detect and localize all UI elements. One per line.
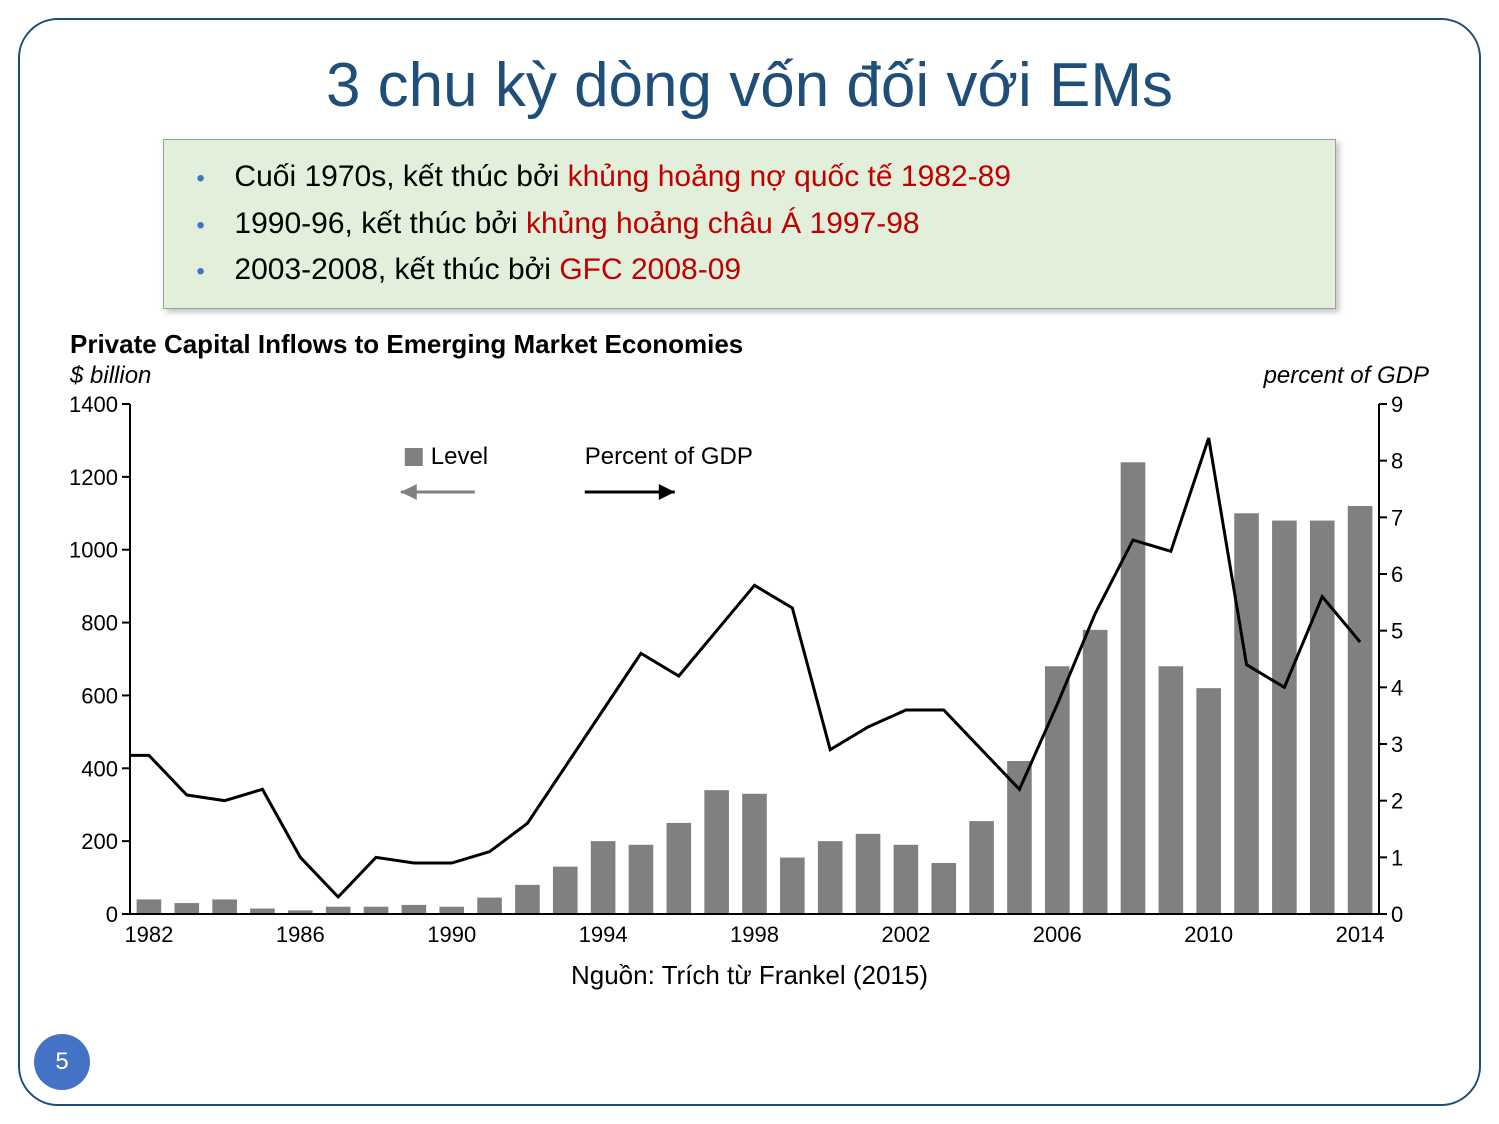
bar (174, 903, 199, 914)
svg-text:1: 1 (1391, 845, 1403, 870)
bar (894, 844, 919, 913)
bullet-dot-icon: • (188, 253, 234, 290)
svg-text:0: 0 (106, 902, 118, 927)
svg-text:2: 2 (1391, 788, 1403, 813)
svg-text:1990: 1990 (427, 922, 476, 947)
y-right-axis-label: percent of GDP (1264, 362, 1429, 390)
bullet-dot-icon: • (188, 207, 234, 244)
svg-text:8: 8 (1391, 448, 1403, 473)
svg-text:2002: 2002 (881, 922, 930, 947)
bar (1007, 761, 1032, 914)
svg-text:0: 0 (1391, 902, 1403, 927)
bar (402, 904, 427, 913)
svg-text:1400: 1400 (69, 394, 118, 417)
bar (818, 841, 843, 914)
svg-text:9: 9 (1391, 394, 1403, 417)
svg-text:6: 6 (1391, 562, 1403, 587)
page-number-badge: 5 (34, 1034, 90, 1090)
axis-label-row: $ billion percent of GDP (70, 362, 1429, 390)
bar (629, 844, 654, 913)
svg-text:2014: 2014 (1336, 922, 1385, 947)
svg-text:5: 5 (1391, 618, 1403, 643)
svg-text:2006: 2006 (1033, 922, 1082, 947)
svg-text:1000: 1000 (69, 537, 118, 562)
slide-frame: 3 chu kỳ dòng vốn đối với EMs • Cuối 197… (18, 18, 1481, 1106)
bullet-text: 1990-96, kết thúc bởi khủng hoảng châu Á… (234, 201, 919, 248)
bar (1348, 506, 1373, 914)
bar (742, 793, 767, 913)
bullet-dot-icon: • (188, 160, 234, 197)
svg-text:800: 800 (81, 610, 118, 635)
bar (1121, 462, 1146, 914)
svg-text:3: 3 (1391, 732, 1403, 757)
bar (969, 821, 994, 914)
svg-text:7: 7 (1391, 505, 1403, 530)
bar (1196, 688, 1221, 914)
bar (856, 833, 881, 913)
bar (477, 897, 502, 913)
bar (553, 866, 578, 913)
svg-text:2010: 2010 (1184, 922, 1233, 947)
svg-text:Percent of GDP: Percent of GDP (585, 443, 753, 470)
svg-text:1200: 1200 (69, 464, 118, 489)
slide-title: 3 chu kỳ dòng vốn đối với EMs (60, 50, 1439, 121)
svg-text:400: 400 (81, 756, 118, 781)
bullet-text: 2003-2008, kết thúc bởi GFC 2008-09 (234, 247, 741, 294)
bar (667, 822, 692, 913)
y-left-axis-label: $ billion (70, 362, 151, 390)
bar (364, 906, 389, 913)
bar (591, 841, 616, 914)
bar (931, 863, 956, 914)
source-citation: Nguồn: Trích từ Frankel (2015) (60, 960, 1439, 991)
bar (1234, 513, 1259, 914)
bar (704, 790, 729, 914)
svg-text:600: 600 (81, 683, 118, 708)
bullet-item: • 1990-96, kết thúc bởi khủng hoảng châu… (188, 201, 1310, 248)
bar (780, 857, 805, 913)
page-number: 5 (55, 1048, 68, 1076)
bar (137, 899, 162, 914)
bar (439, 906, 464, 913)
bar (1159, 666, 1184, 914)
chart-title: Private Capital Inflows to Emerging Mark… (70, 329, 1439, 360)
svg-text:1998: 1998 (730, 922, 779, 947)
bar (515, 884, 540, 913)
chart-svg: 0 200 400 600 800 1000 1200 1400 0 1 2 3 4 5 6 7 8 9 1982 1… (60, 394, 1439, 954)
bar (326, 906, 351, 913)
svg-text:1982: 1982 (124, 922, 173, 947)
svg-text:200: 200 (81, 829, 118, 854)
bullet-item: • Cuối 1970s, kết thúc bởi khủng hoảng n… (188, 154, 1310, 201)
svg-text:1994: 1994 (579, 922, 628, 947)
svg-text:Level: Level (431, 443, 488, 470)
bullet-item: • 2003-2008, kết thúc bởi GFC 2008-09 (188, 247, 1310, 294)
bar (1083, 629, 1108, 913)
bar (1310, 520, 1335, 913)
chart-area: 0 200 400 600 800 1000 1200 1400 0 1 2 3 4 5 6 7 8 9 1982 1… (60, 394, 1439, 954)
chart-header: Private Capital Inflows to Emerging Mark… (70, 329, 1439, 360)
svg-text:4: 4 (1391, 675, 1403, 700)
bullet-box: • Cuối 1970s, kết thúc bởi khủng hoảng n… (163, 139, 1335, 309)
bar (1272, 520, 1297, 913)
bar (212, 899, 237, 914)
svg-text:1986: 1986 (276, 922, 325, 947)
bullet-text: Cuối 1970s, kết thúc bởi khủng hoảng nợ … (234, 154, 1011, 201)
